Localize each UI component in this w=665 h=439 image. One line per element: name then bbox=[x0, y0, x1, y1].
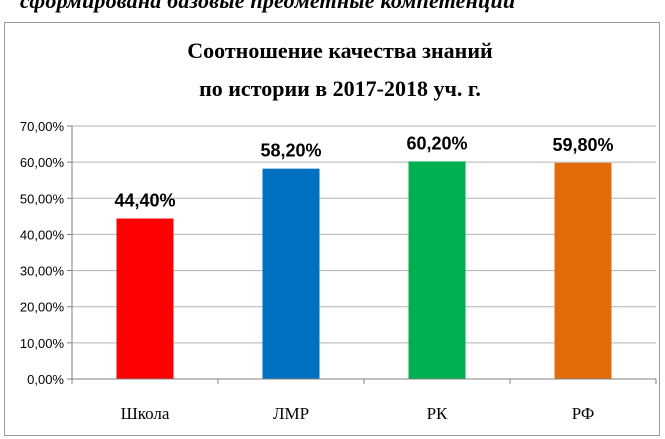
bars: 44,40% 58,20% 60,20% 59,80% bbox=[114, 133, 614, 379]
y-tick-label: 60,00% bbox=[20, 155, 65, 170]
data-label: 58,20% bbox=[260, 141, 321, 161]
y-tick-label: 0,00% bbox=[27, 372, 64, 387]
chart-title: Соотношение качества знаний по истории в… bbox=[187, 38, 493, 101]
x-axis: Школа ЛМР РК РФ bbox=[71, 378, 657, 423]
bar-1 bbox=[116, 218, 174, 379]
y-tick-label: 40,00% bbox=[20, 227, 65, 242]
x-category-label: РФ bbox=[572, 404, 595, 423]
y-tick-label: 20,00% bbox=[20, 300, 65, 315]
y-tick-label: 70,00% bbox=[20, 119, 65, 134]
x-category-label: ЛМР bbox=[273, 404, 309, 423]
data-label: 60,20% bbox=[406, 133, 467, 153]
y-tick-label: 50,00% bbox=[20, 191, 65, 206]
y-axis: 0,00% 10,00% 20,00% 30,00% 40,00% 50,00% 60,00… bbox=[20, 119, 73, 387]
page-heading-fragment: сформирована базовые предметные компетен… bbox=[0, 0, 665, 22]
data-label: 59,80% bbox=[552, 135, 613, 155]
bar-4 bbox=[554, 162, 612, 379]
chart-title-line-2: по истории в 2017-2018 уч. г. bbox=[199, 76, 481, 101]
y-tick-label: 30,00% bbox=[20, 264, 65, 279]
chart-frame bbox=[4, 22, 660, 436]
x-category-label: Школа bbox=[121, 404, 170, 423]
data-label: 44,40% bbox=[114, 191, 175, 211]
chart-title-line-1: Соотношение качества знаний bbox=[187, 38, 493, 63]
bar-3 bbox=[408, 161, 466, 379]
y-tick-label: 10,00% bbox=[20, 336, 65, 351]
heading-text: сформирована базовые предметные компетен… bbox=[20, 0, 516, 13]
bar-2 bbox=[262, 168, 320, 379]
x-category-label: РК bbox=[427, 404, 448, 423]
